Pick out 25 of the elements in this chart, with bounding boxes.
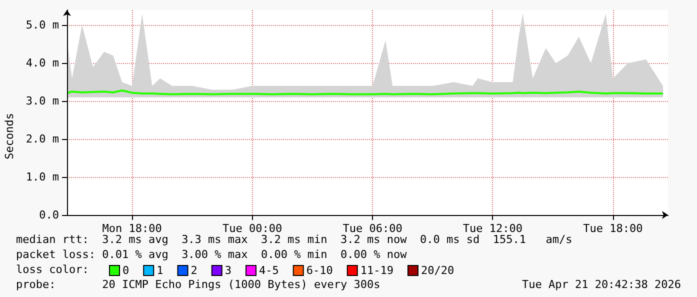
x-tick-label: Tue 18:00 [583,222,643,235]
x-tick-label: Mon 18:00 [102,222,162,235]
legend-label: 11-19 [360,264,394,277]
legend-title: loss color: [16,263,89,276]
text: probe: 20 ICMP Echo Pings (1000 Bytes) every 300s [16,278,380,291]
y-tick-label: 1.0 m [26,170,60,184]
y-tick-label: 4.0 m [26,56,60,70]
text: packet loss: 0.01 % avg 3.00 % max 0.00 % min 0.00 % now [16,248,408,261]
y-axis-title: Seconds [3,113,16,160]
legend-label: 6-10 [306,264,333,277]
legend-label: 3 [224,264,232,277]
legend-label: 1 [156,264,164,277]
text: median rtt: 3.2 ms avg 3.3 ms max 3.2 ms min 3.2 ms now 0.0 ms sd 155.1 am/s [16,233,572,246]
x-tick-label: Tue 06:00 [342,222,402,235]
text: Tue Apr 21 20:42:38 2026 [522,278,682,291]
x-tick-label: Tue 00:00 [222,222,282,235]
legend-label: 4-5 [258,264,279,277]
y-tick-label: 0.0 [39,208,59,222]
x-tick-label: Tue 12:00 [462,222,523,235]
legend-label: 20/20 [420,264,454,277]
y-tick-label: 2.0 m [26,132,60,146]
legend-label: 2 [190,264,198,277]
y-tick-label: 5.0 m [26,18,60,32]
legend-label: 0 [122,264,130,277]
y-tick-label: 3.0 m [26,94,60,108]
